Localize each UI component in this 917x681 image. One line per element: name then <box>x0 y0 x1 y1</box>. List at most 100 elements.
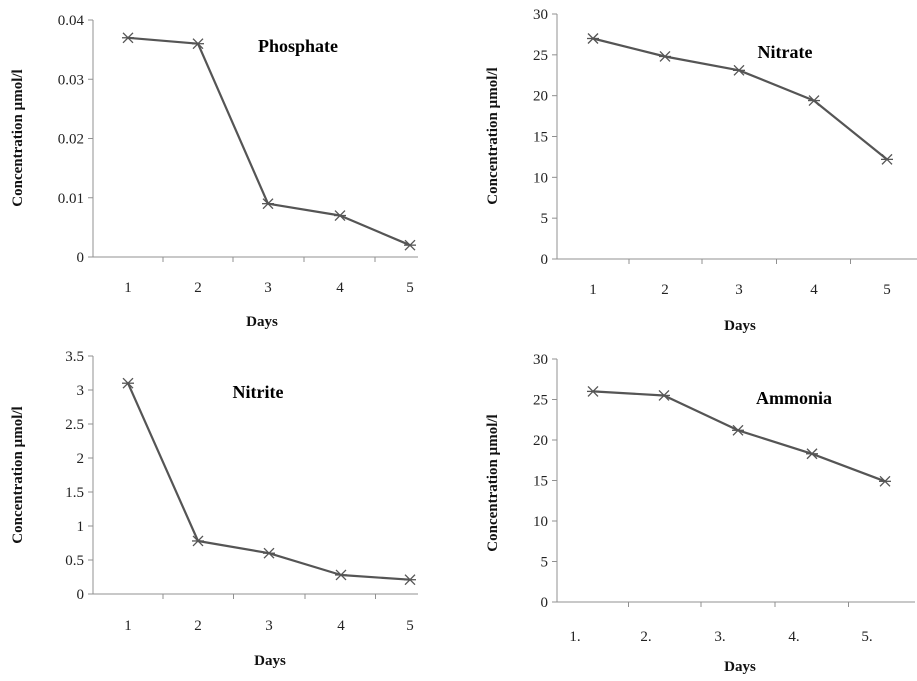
y-tick-label: 0 <box>77 587 85 603</box>
x-tick-label: 1 <box>124 618 132 634</box>
data-point-marker <box>733 64 745 76</box>
y-tick-label: 30 <box>533 7 548 23</box>
series-markers <box>122 32 416 251</box>
chart-title: Nitrate <box>758 42 813 62</box>
data-point-marker <box>122 377 134 389</box>
x-tick-label: 3 <box>735 282 743 298</box>
y-tick-label: 30 <box>533 352 548 368</box>
y-tick-label: 10 <box>533 170 548 186</box>
x-axis-title: Days <box>246 314 278 330</box>
data-point-marker <box>587 385 599 397</box>
y-tick-label: 0.02 <box>58 132 84 148</box>
data-point-marker <box>879 475 891 487</box>
series-markers <box>122 377 416 586</box>
y-tick-label: 0 <box>541 252 549 268</box>
data-point-marker <box>806 448 818 460</box>
y-ticks: 0 0.5 1 1.5 2 2.5 3 3.5 <box>65 349 93 603</box>
y-tick-label: 15 <box>533 474 548 490</box>
x-ticks: 1. 2. 3. 4. 5. <box>569 602 873 645</box>
y-tick-label: 0.01 <box>58 191 84 207</box>
y-axis-title: Concentration µmol/l <box>10 69 26 206</box>
x-tick-label: 3 <box>264 280 272 296</box>
x-tick-label: 1. <box>569 629 580 645</box>
data-point-marker <box>404 574 416 586</box>
y-tick-label: 3 <box>77 383 85 399</box>
data-point-marker <box>262 198 274 210</box>
chart-panel-ammonia: 0 5 10 15 20 25 30 1. 2. 3. 4. 5. Ammonia Days Con… <box>485 352 915 675</box>
y-tick-label: 20 <box>533 433 548 449</box>
x-tick-label: 3 <box>265 618 273 634</box>
data-point-marker <box>404 239 416 251</box>
chart-title: Ammonia <box>756 388 832 408</box>
y-tick-label: 3.5 <box>65 349 84 365</box>
chart-panel-nitrite: 0 0.5 1 1.5 2 2.5 3 3.5 1 2 3 4 5 Nitrite Days Conc… <box>10 349 418 669</box>
y-ticks: 0 5 10 15 20 25 30 <box>533 352 557 611</box>
x-tick-label: 5. <box>861 629 872 645</box>
data-point-marker <box>881 153 893 165</box>
series-markers <box>587 385 891 487</box>
data-point-marker <box>587 33 599 44</box>
x-ticks: 1 2 3 4 5 <box>124 594 414 634</box>
y-tick-label: 2 <box>77 451 85 467</box>
y-tick-label: 25 <box>533 393 548 409</box>
y-tick-label: 1 <box>77 519 85 535</box>
y-ticks: 0 0.01 0.02 0.03 0.04 <box>58 13 93 266</box>
y-axis-title: Concentration µmol/l <box>485 67 501 204</box>
x-tick-label: 4 <box>336 280 344 296</box>
y-tick-label: 5 <box>541 555 549 571</box>
y-tick-label: 5 <box>541 211 549 227</box>
series-line <box>592 390 886 483</box>
x-tick-label: 3. <box>714 629 725 645</box>
y-tick-label: 1.5 <box>65 485 84 501</box>
y-axis-title: Concentration µmol/l <box>485 414 501 551</box>
series-line <box>592 37 888 161</box>
y-tick-label: 2.5 <box>65 417 84 433</box>
data-point-marker <box>658 389 670 401</box>
data-point-marker <box>192 38 204 50</box>
chart-panel-nitrate: 0 5 10 15 20 25 30 1 2 3 4 5 Nitrate Days Concentr… <box>485 7 917 334</box>
data-point-marker <box>192 535 204 547</box>
data-point-marker <box>808 95 820 107</box>
y-tick-label: 0 <box>541 595 549 611</box>
chart-title: Phosphate <box>258 36 338 56</box>
x-ticks: 1 2 3 4 5 <box>124 257 414 296</box>
x-tick-label: 2. <box>640 629 651 645</box>
x-axis-title: Days <box>724 318 756 334</box>
y-tick-label: 15 <box>533 130 548 146</box>
data-point-marker <box>263 547 275 559</box>
data-point-marker <box>334 210 346 221</box>
x-tick-label: 1 <box>589 282 597 298</box>
x-tick-label: 5 <box>883 282 891 298</box>
data-point-marker <box>335 569 347 581</box>
x-ticks: 1 2 3 4 5 <box>589 259 891 298</box>
x-tick-label: 4. <box>788 629 799 645</box>
y-axis-title: Concentration µmol/l <box>10 406 26 543</box>
x-tick-label: 2 <box>194 280 202 296</box>
x-tick-label: 5 <box>406 280 414 296</box>
series-line <box>127 36 411 247</box>
x-tick-label: 5 <box>406 618 414 634</box>
x-tick-label: 2 <box>194 618 202 634</box>
y-tick-label: 20 <box>533 89 548 105</box>
y-tick-label: 0.03 <box>58 72 84 88</box>
y-tick-label: 0.04 <box>58 13 85 29</box>
data-point-marker <box>732 424 744 436</box>
series-markers <box>587 33 893 165</box>
y-tick-label: 0.5 <box>65 553 84 569</box>
data-point-marker <box>122 32 134 44</box>
x-tick-label: 2 <box>661 282 669 298</box>
chart-title: Nitrite <box>233 382 284 402</box>
y-tick-label: 10 <box>533 514 548 530</box>
y-tick-label: 25 <box>533 48 548 64</box>
y-tick-label: 0 <box>77 250 85 266</box>
data-point-marker <box>659 51 671 62</box>
x-tick-label: 4 <box>337 618 345 634</box>
x-tick-label: 1 <box>124 280 132 296</box>
x-axis-title: Days <box>724 659 756 675</box>
x-tick-label: 4 <box>810 282 818 298</box>
x-axis-title: Days <box>254 653 286 669</box>
chart-panel-phosphate: 0 0.01 0.02 0.03 0.04 1 2 3 4 5 Phosphate Days C… <box>10 13 418 330</box>
series-line <box>126 382 411 581</box>
y-ticks: 0 5 10 15 20 25 30 <box>533 7 557 268</box>
